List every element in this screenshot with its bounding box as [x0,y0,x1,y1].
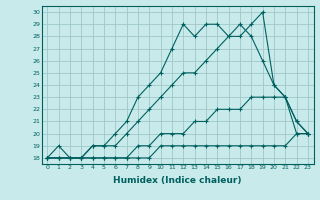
X-axis label: Humidex (Indice chaleur): Humidex (Indice chaleur) [113,176,242,185]
